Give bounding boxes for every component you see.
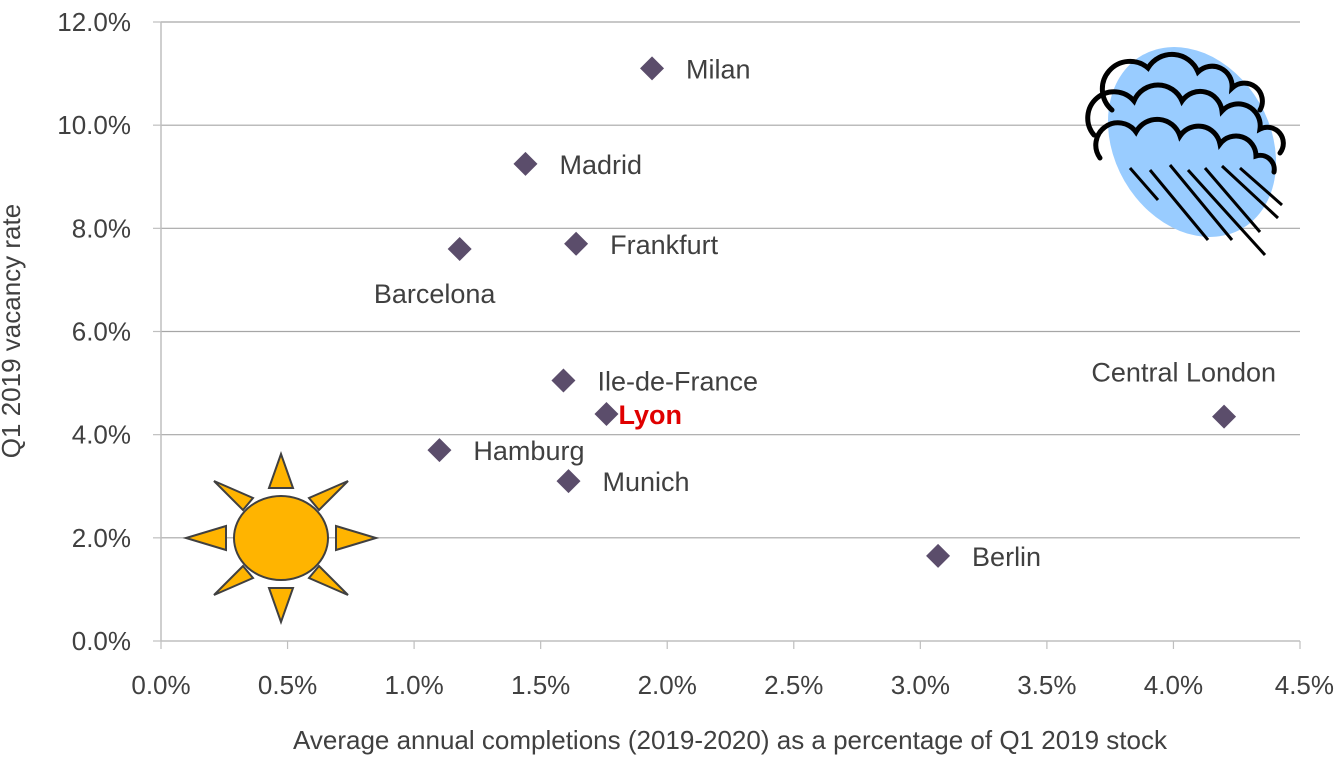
- data-point-label: Central London: [1091, 358, 1276, 388]
- rain-cloud-icon: [1085, 47, 1286, 257]
- data-point-marker: [447, 236, 472, 261]
- data-point-marker: [926, 543, 951, 568]
- data-point-marker: [1212, 404, 1237, 429]
- x-tick-label: 0.5%: [258, 670, 317, 700]
- x-tick-label: 3.5%: [1017, 670, 1076, 700]
- data-points: Milan Madrid Frankfurt Barcelona Ile-de-Fran…: [374, 54, 1276, 571]
- data-point-marker: [513, 151, 538, 176]
- x-axis-title: Average annual completions (2019-2020) a…: [293, 725, 1168, 755]
- data-point-marker: [427, 438, 452, 463]
- data-point-label: Barcelona: [374, 279, 497, 309]
- data-point-label: Hamburg: [473, 436, 584, 466]
- data-point-marker: [564, 231, 589, 256]
- data-point-marker: [640, 56, 665, 81]
- data-point-label: Berlin: [972, 542, 1041, 572]
- data-point-marker: [594, 402, 619, 427]
- data-point-marker: [556, 469, 581, 494]
- y-tick-label: 6.0%: [72, 317, 131, 347]
- data-point-label: Milan: [686, 54, 751, 84]
- sun-icon: [182, 450, 380, 626]
- x-tick-label: 3.0%: [891, 670, 950, 700]
- data-point-label: Ile-de-France: [597, 367, 758, 397]
- data-point-label: Munich: [603, 467, 690, 497]
- x-axis-ticks: 0.0% 0.5% 1.0% 1.5% 2.0% 2.5% 3.0% 3.5% 4.0% 4.5%: [131, 641, 1334, 700]
- data-point-marker: [551, 368, 576, 393]
- x-tick-label: 4.5%: [1275, 670, 1334, 700]
- y-tick-label: 0.0%: [72, 626, 131, 656]
- y-tick-label: 8.0%: [72, 213, 131, 243]
- y-tick-label: 12.0%: [57, 7, 131, 37]
- x-tick-label: 1.0%: [384, 670, 443, 700]
- y-tick-label: 4.0%: [72, 420, 131, 450]
- data-point-label: Madrid: [559, 150, 642, 180]
- x-tick-label: 0.0%: [131, 670, 190, 700]
- x-tick-label: 1.5%: [511, 670, 570, 700]
- x-tick-label: 2.0%: [638, 670, 697, 700]
- data-point-label: Lyon: [618, 400, 682, 430]
- y-axis-title: Q1 2019 vacancy rate: [0, 204, 26, 458]
- y-tick-label: 2.0%: [72, 523, 131, 553]
- data-point-label: Frankfurt: [610, 230, 719, 260]
- x-tick-label: 2.5%: [764, 670, 823, 700]
- y-tick-label: 10.0%: [57, 110, 131, 140]
- x-tick-label: 4.0%: [1144, 670, 1203, 700]
- y-axis-ticks: 0.0% 2.0% 4.0% 6.0% 8.0% 10.0% 12.0%: [57, 7, 161, 656]
- gridlines: [161, 21, 1300, 539]
